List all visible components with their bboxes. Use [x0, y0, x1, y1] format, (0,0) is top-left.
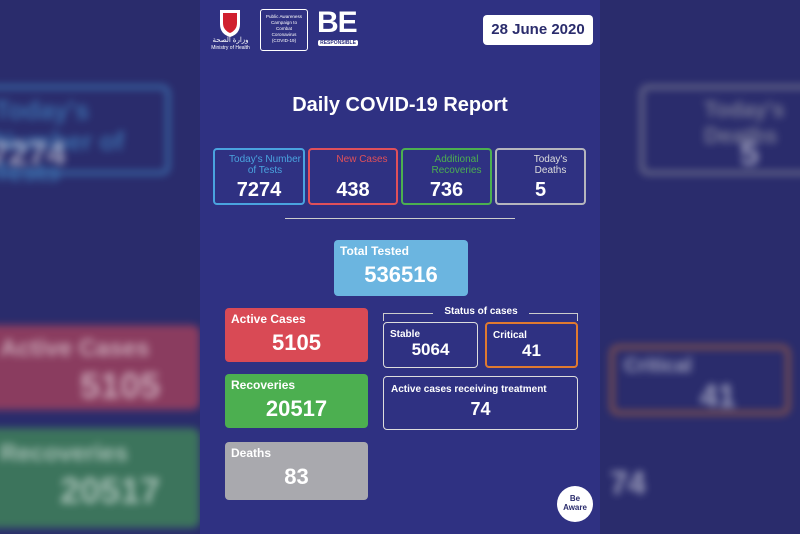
bg-number: 20517 [60, 470, 161, 511]
value: 41 [522, 341, 541, 360]
bg-number: 5 [740, 135, 759, 173]
label: Deaths [231, 446, 272, 460]
stable: Stable 5064 [383, 322, 478, 368]
total-tested: Total Tested 536516 [334, 240, 468, 296]
bg-label: Today's Number of Tests [0, 95, 124, 187]
date: 28 June 2020 [483, 15, 593, 45]
daily-box: Today's Number of Tests 7274 [213, 148, 305, 205]
bg-panel: Today's Number of Tests [0, 85, 170, 187]
daily-value: 736 [429, 179, 464, 201]
value: 5105 [272, 330, 321, 355]
divider [285, 218, 515, 219]
value: 5064 [411, 340, 450, 359]
daily-label: New Cases [336, 154, 388, 165]
label: Total Tested [340, 244, 409, 258]
daily-box: New Cases 438 [308, 148, 398, 205]
bg-label: Active Cases [0, 335, 150, 362]
badge-line: Aware [563, 503, 587, 512]
label: Active Cases [231, 312, 306, 326]
bg-panel: Today's Deaths [640, 85, 800, 175]
daily-box: Today's Deaths 5 [495, 148, 586, 205]
treatment: Active cases receiving treatment 74 [383, 376, 578, 430]
bg-label: Critical [624, 355, 692, 377]
ministry: Ministry of Health [211, 45, 250, 51]
bg-number: 41 [700, 378, 736, 414]
deaths: Deaths 83 [225, 442, 368, 500]
bg-panel [0, 428, 200, 528]
value: 20517 [265, 396, 328, 421]
daily-box: Additional Recoveries 736 [401, 148, 492, 205]
label: Recoveries [231, 378, 296, 392]
status-title: Status of cases [433, 306, 529, 317]
label: Active cases receiving treatment [391, 384, 547, 395]
label: Critical [493, 330, 527, 341]
daily-label: Additional Recoveries [431, 154, 482, 176]
ministry-ar: وزارة الصحة [212, 37, 249, 44]
campaign: Public Awareness Campaign to Combat Coro… [260, 9, 308, 51]
bg-number: 7274 [0, 135, 66, 173]
value: 83 [284, 464, 309, 489]
recoveries: Recoveries 20517 [225, 374, 368, 428]
be-responsible: RESPONSIBLE [318, 40, 358, 46]
bg-panel [0, 325, 200, 410]
be-logo: BE [317, 6, 358, 39]
title: Daily COVID-19 Report [292, 94, 508, 116]
value: 536516 [364, 262, 438, 287]
be-aware-badge: Be Aware [557, 486, 593, 522]
active-cases: Active Cases 5105 [225, 308, 368, 362]
bg-number: 5105 [80, 365, 161, 406]
daily-label: Today's Number of Tests [229, 154, 301, 176]
bg-label: Today's Deaths [704, 97, 785, 148]
value: 74 [470, 399, 491, 419]
bg-panel: Critical [610, 345, 790, 415]
badge-line: Be [569, 494, 581, 503]
critical: Critical 41 [485, 322, 578, 368]
bg-number: 74 [610, 465, 646, 501]
daily-value: 7274 [236, 179, 282, 201]
label: Stable [390, 329, 421, 340]
bg-label: Recoveries [0, 440, 129, 467]
daily-label: Today's Deaths [533, 154, 568, 176]
daily-value: 5 [534, 179, 547, 201]
daily-value: 438 [336, 179, 370, 201]
ministry-emblem [220, 10, 240, 37]
